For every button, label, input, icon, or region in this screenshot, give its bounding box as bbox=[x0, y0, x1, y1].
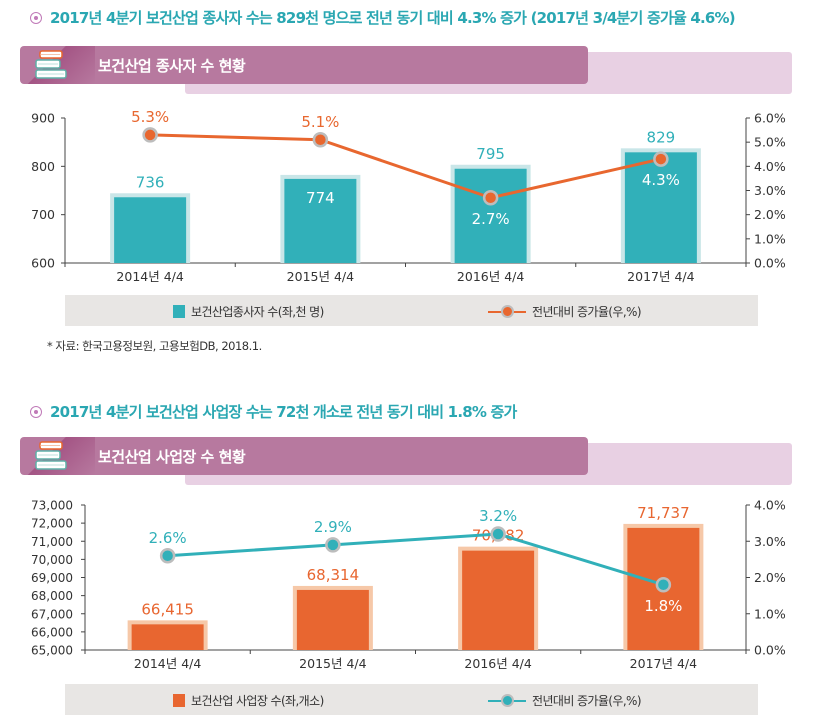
left-tick-label: 68,000 bbox=[31, 589, 73, 603]
chart-banner-workplaces: 보건산업 사업장 수 현황 bbox=[20, 437, 588, 475]
line-marker-icon bbox=[488, 694, 526, 707]
right-tick-label: 3.0% bbox=[754, 534, 786, 549]
right-tick-label: 2.0% bbox=[754, 570, 786, 585]
left-tick-label: 69,000 bbox=[31, 571, 73, 585]
legend-item-line: 전년대비 증가율(우,%) bbox=[488, 692, 642, 709]
right-tick-label: 1.0% bbox=[754, 231, 786, 246]
bar-value-label: 795 bbox=[476, 145, 505, 163]
line-value-label: 5.3% bbox=[131, 108, 169, 126]
line-point bbox=[490, 526, 506, 542]
left-tick-label: 72,000 bbox=[31, 517, 73, 531]
legend-workplaces: 보건산업 사업장 수(좌,개소) 전년대비 증가율(우,%) bbox=[65, 684, 758, 715]
right-tick-label: 2.0% bbox=[754, 207, 786, 222]
line-point bbox=[653, 151, 669, 167]
growth-line bbox=[167, 532, 664, 587]
left-tick-label: 800 bbox=[31, 159, 55, 174]
x-tick-label: 2014년 4/4 bbox=[116, 269, 183, 284]
headline-text: 2017년 4분기 보건산업 사업장 수는 72천 개소로 전년 동기 대비 1… bbox=[50, 403, 517, 421]
left-tick-label: 66,000 bbox=[31, 625, 73, 639]
growth-line bbox=[150, 133, 662, 200]
x-tick-label: 2016년 4/4 bbox=[457, 269, 524, 284]
line-value-label: 2.9% bbox=[314, 518, 352, 536]
legend-bar-label: 보건산업 사업장 수(좌,개소) bbox=[191, 694, 324, 708]
legend-bar-label: 보건산업종사자 수(좌,천 명) bbox=[191, 305, 324, 319]
headline-text: 2017년 4분기 보건산업 종사자 수는 829천 명으로 전년 동기 대비 … bbox=[50, 9, 736, 27]
line-point bbox=[142, 127, 158, 143]
right-tick-label: 0.0% bbox=[754, 643, 786, 658]
bar bbox=[284, 178, 357, 263]
chart-banner-employees: 보건산업 종사자 수 현황 bbox=[20, 46, 588, 84]
legend-item-bar: 보건산업종사자 수(좌,천 명) bbox=[173, 303, 324, 320]
banner-title: 보건산업 사업장 수 현황 bbox=[98, 448, 246, 466]
bar bbox=[624, 152, 697, 263]
right-tick-label: 4.0% bbox=[754, 159, 786, 174]
line-value-label: 3.2% bbox=[479, 507, 517, 525]
bar-value-label: 68,314 bbox=[307, 566, 360, 584]
bullet-icon bbox=[30, 406, 42, 418]
left-tick-label: 700 bbox=[31, 207, 55, 222]
line-point bbox=[159, 548, 176, 564]
legend-line-label: 전년대비 증가율(우,%) bbox=[532, 694, 642, 708]
legend-employees: 보건산업종사자 수(좌,천 명) 전년대비 증가율(우,%) bbox=[65, 295, 758, 326]
line-value-label: 2.7% bbox=[472, 210, 510, 228]
left-tick-label: 600 bbox=[31, 256, 55, 271]
bar-value-label: 774 bbox=[306, 189, 335, 207]
bar bbox=[296, 589, 369, 650]
legend-item-line: 전년대비 증가율(우,%) bbox=[488, 303, 642, 320]
right-tick-label: 4.0% bbox=[754, 498, 786, 513]
left-tick-label: 900 bbox=[31, 111, 55, 126]
line-marker-icon bbox=[488, 305, 526, 318]
right-tick-label: 0.0% bbox=[754, 256, 786, 271]
books-icon bbox=[35, 441, 67, 470]
line-value-label: 2.6% bbox=[149, 529, 187, 547]
bar bbox=[114, 197, 187, 263]
books-icon bbox=[35, 50, 67, 79]
left-tick-label: 70,000 bbox=[31, 553, 73, 567]
x-tick-label: 2016년 4/4 bbox=[464, 656, 531, 671]
source-note: * 자료: 한국고용정보원, 고용보험DB, 2018.1. bbox=[47, 339, 262, 353]
bar-swatch-icon bbox=[173, 305, 185, 318]
legend-item-bar: 보건산업 사업장 수(좌,개소) bbox=[173, 692, 324, 709]
x-tick-label: 2014년 4/4 bbox=[134, 656, 201, 671]
bar bbox=[454, 168, 527, 263]
headline-employees: 2017년 4분기 보건산업 종사자 수는 829천 명으로 전년 동기 대비 … bbox=[30, 7, 736, 28]
right-tick-label: 3.0% bbox=[754, 183, 786, 198]
line-value-label: 5.1% bbox=[301, 113, 339, 131]
line-point bbox=[482, 190, 499, 206]
bar-swatch-icon bbox=[173, 694, 185, 707]
left-tick-label: 71,000 bbox=[31, 535, 73, 549]
bar-value-label: 66,415 bbox=[141, 600, 194, 618]
line-point bbox=[325, 537, 341, 553]
right-tick-label: 6.0% bbox=[754, 111, 786, 126]
left-tick-label: 67,000 bbox=[31, 607, 73, 621]
line-value-label: 1.8% bbox=[644, 597, 682, 615]
line-value-label: 4.3% bbox=[642, 171, 680, 189]
x-tick-label: 2015년 4/4 bbox=[299, 656, 366, 671]
x-tick-label: 2017년 4/4 bbox=[627, 269, 694, 284]
banner-title: 보건산업 종사자 수 현황 bbox=[98, 57, 246, 75]
bar bbox=[131, 624, 204, 650]
right-tick-label: 1.0% bbox=[754, 606, 786, 621]
headline-workplaces: 2017년 4분기 보건산업 사업장 수는 72천 개소로 전년 동기 대비 1… bbox=[30, 401, 517, 422]
bar bbox=[462, 550, 535, 650]
left-tick-label: 65,000 bbox=[31, 644, 73, 658]
line-point bbox=[655, 577, 672, 593]
line-point bbox=[312, 132, 329, 148]
legend-line-label: 전년대비 증가율(우,%) bbox=[532, 305, 642, 319]
bar-value-label: 71,737 bbox=[637, 504, 690, 522]
x-tick-label: 2015년 4/4 bbox=[287, 269, 354, 284]
employees-chart: 600 700 800 900 0.0% 1.0% 2.0% 3.0% 4.0% 5.0% 6.0%… bbox=[31, 108, 786, 284]
left-tick-label: 73,000 bbox=[31, 499, 73, 513]
bar-value-label: 736 bbox=[136, 173, 165, 191]
x-tick-label: 2017년 4/4 bbox=[630, 656, 697, 671]
right-tick-label: 5.0% bbox=[754, 135, 786, 150]
bar-value-label: 829 bbox=[647, 128, 676, 146]
bullet-icon bbox=[30, 12, 42, 24]
